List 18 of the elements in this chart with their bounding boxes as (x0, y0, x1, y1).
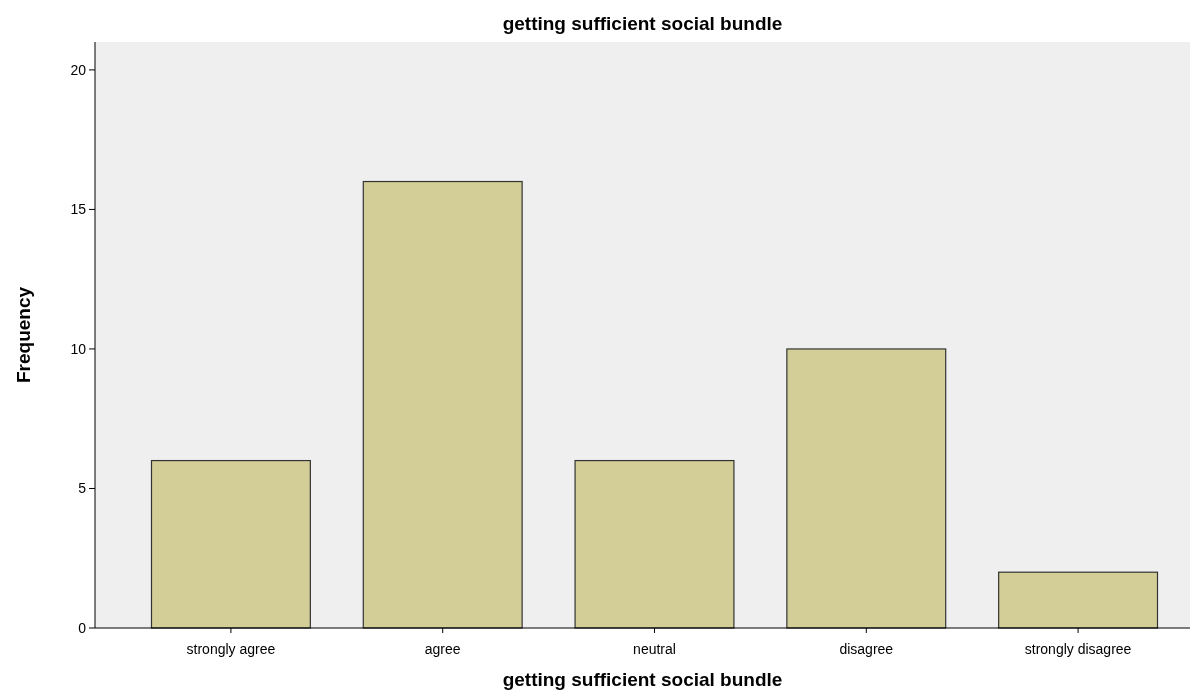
bar (362, 180, 523, 629)
y-tick-label: 15 (70, 201, 87, 218)
x-tick-label: strongly agree (186, 641, 276, 657)
x-tick-label: strongly disagree (1024, 641, 1132, 657)
chart-title: getting sufficient social bundle (502, 13, 783, 34)
x-axis-title: getting sufficient social bundle (502, 669, 783, 690)
y-tick-label: 20 (70, 61, 87, 78)
y-tick-label: 10 (70, 340, 87, 357)
bar (998, 571, 1159, 629)
bar (786, 348, 947, 629)
y-tick-label: 5 (78, 480, 87, 497)
x-tick-label: agree (424, 641, 461, 657)
x-tick-label: neutral (633, 641, 676, 657)
bar (574, 459, 735, 629)
x-tick-label: disagree (839, 641, 894, 657)
y-tick-label: 0 (78, 619, 87, 636)
bar (150, 459, 311, 629)
y-axis-title: Frequency (13, 286, 34, 384)
